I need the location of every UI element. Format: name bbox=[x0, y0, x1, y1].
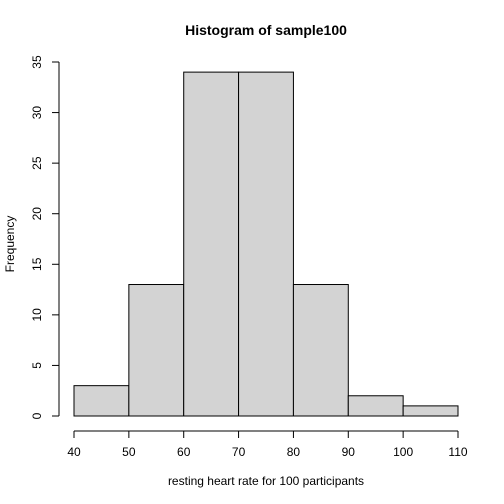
y-tick-label: 30 bbox=[30, 106, 44, 120]
x-tick-label: 80 bbox=[287, 445, 301, 459]
y-tick-label: 5 bbox=[30, 362, 44, 369]
x-tick-label: 110 bbox=[448, 445, 467, 459]
y-tick-label: 0 bbox=[30, 412, 44, 419]
bars-group bbox=[73, 71, 459, 417]
histogram-bar-2 bbox=[183, 71, 240, 417]
x-tick-label: 50 bbox=[122, 445, 136, 459]
y-tick-label: 25 bbox=[30, 156, 44, 170]
y-axis-label: Frequency bbox=[3, 216, 17, 273]
histogram-bar-1 bbox=[128, 284, 185, 417]
histogram-bar-5 bbox=[347, 395, 404, 417]
y-tick-label: 35 bbox=[30, 55, 44, 69]
x-axis-label: resting heart rate for 100 participants bbox=[168, 474, 364, 488]
x-tick-label: 100 bbox=[393, 445, 413, 459]
x-axis: 40 50 60 70 80 90 100 110 bbox=[67, 430, 468, 459]
y-tick-label: 15 bbox=[30, 257, 44, 271]
x-tick-label: 70 bbox=[232, 445, 246, 459]
x-tick-label: 60 bbox=[177, 445, 191, 459]
chart-title: Histogram of sample100 bbox=[185, 22, 347, 38]
histogram-bar-3 bbox=[238, 71, 294, 417]
y-tick-label: 20 bbox=[30, 207, 44, 221]
histogram-bar-4 bbox=[292, 284, 349, 417]
x-tick-label: 40 bbox=[67, 445, 81, 459]
x-tick-label: 90 bbox=[342, 445, 356, 459]
histogram-bar-0 bbox=[73, 385, 130, 417]
histogram-bar-6 bbox=[402, 405, 459, 417]
y-axis: 0 5 10 15 20 25 30 35 bbox=[30, 55, 60, 419]
y-tick-label: 10 bbox=[30, 308, 44, 322]
